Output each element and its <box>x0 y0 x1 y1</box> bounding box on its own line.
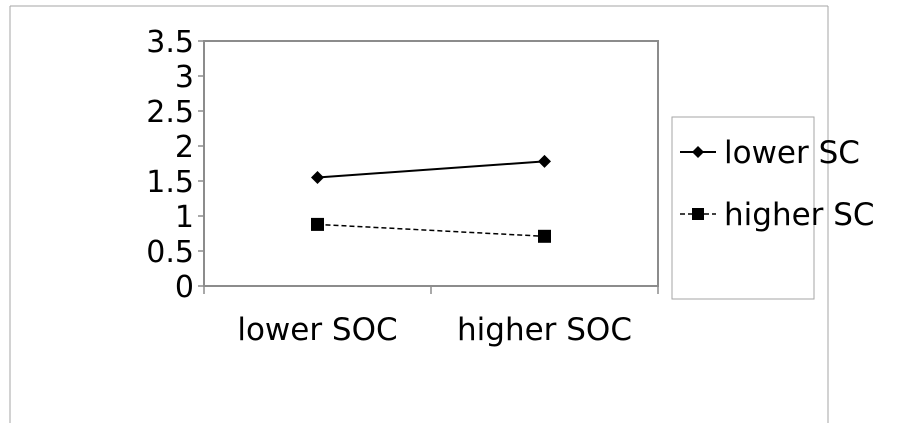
data-point-marker <box>311 217 324 231</box>
legend-item: lower SC <box>680 135 860 171</box>
x-axis: lower SOC higher SOC <box>203 286 659 348</box>
series-layer <box>311 154 551 243</box>
legend-label: lower SC <box>724 135 860 171</box>
y-axis: 00.511.522.533.5 <box>146 25 204 305</box>
series-1 <box>311 154 551 184</box>
plot-area <box>203 40 659 287</box>
data-point-marker <box>311 171 324 184</box>
y-tick-label: 0 <box>175 270 194 305</box>
legend-marker-swatch <box>692 146 704 158</box>
data-point-marker <box>538 154 551 168</box>
legend-item: higher SC <box>680 197 875 233</box>
legend-label: higher SC <box>724 197 875 233</box>
y-tick-label: 1 <box>175 200 194 235</box>
legend: lower SC higher SC <box>680 135 875 233</box>
series-line <box>317 223 545 238</box>
y-tick-label: 3.5 <box>146 25 194 60</box>
series-line <box>317 160 545 179</box>
y-tick-label: 2 <box>175 130 194 165</box>
x-category-label: higher SOC <box>457 312 632 348</box>
data-point-marker <box>538 229 551 243</box>
legend-marker-swatch <box>692 208 704 220</box>
y-tick-label: 1.5 <box>146 165 194 200</box>
y-tick-label: 3 <box>175 60 194 95</box>
chart-frame <box>9 5 829 423</box>
x-category-label: lower SOC <box>237 312 397 348</box>
y-tick-label: 2.5 <box>146 95 194 130</box>
series-2 <box>311 217 551 243</box>
y-tick-label: 0.5 <box>146 235 194 270</box>
